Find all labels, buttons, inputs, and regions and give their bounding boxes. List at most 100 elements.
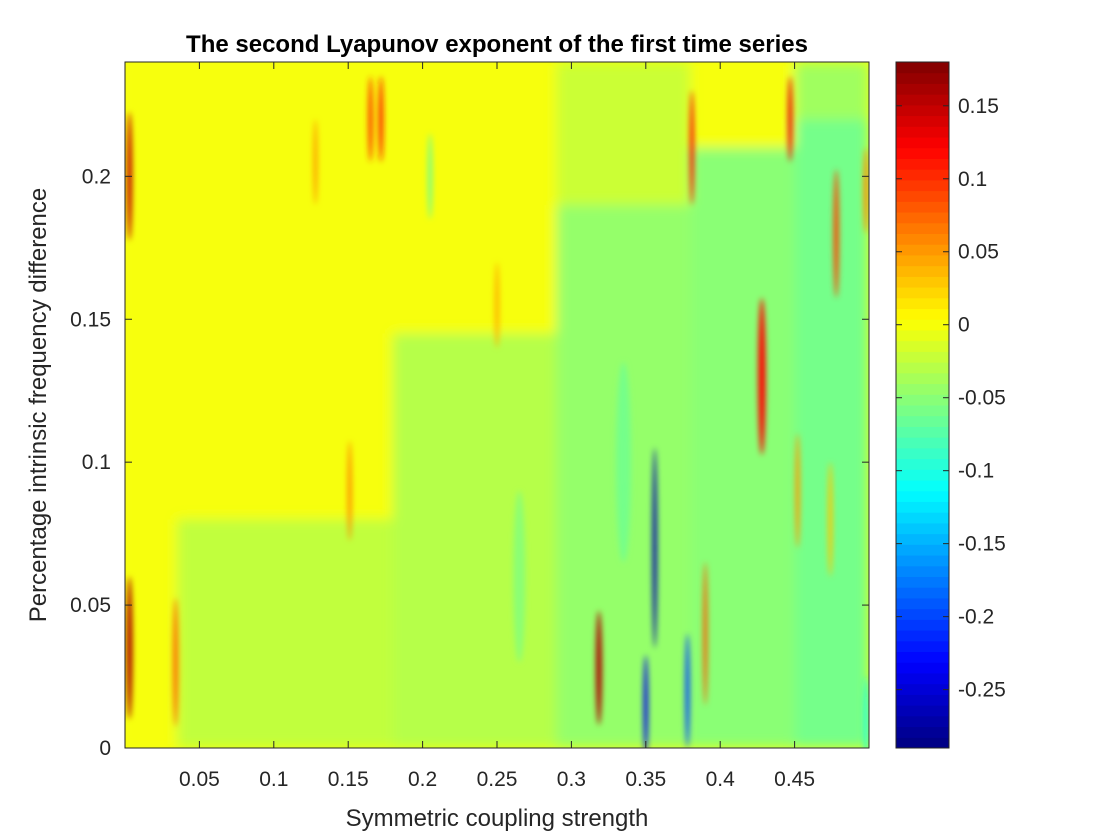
- y-axis-ticks: 0 0.05 0.1 0.15 0.2: [70, 165, 869, 760]
- colorbar-band: [896, 501, 949, 513]
- colorbar-band: [896, 619, 949, 631]
- chart-title: The second Lyapunov exponent of the firs…: [186, 31, 808, 58]
- colorbar-band: [896, 372, 949, 385]
- heatmap-feature-15: [758, 297, 766, 456]
- colorbar-band: [896, 694, 949, 706]
- colorbar-band: [896, 201, 949, 213]
- colorbar-band: [896, 705, 949, 717]
- colorbar-gradient: [896, 62, 949, 749]
- colorbar-band: [896, 72, 949, 84]
- colorbar-band: [896, 340, 949, 352]
- heatmap-region-4: [392, 333, 557, 748]
- colorbar-band: [896, 190, 949, 202]
- colorbar-band: [896, 254, 949, 267]
- heatmap-region-8: [690, 147, 795, 748]
- colorbar-band: [896, 94, 949, 106]
- colorbar-tick-label: 0.05: [958, 241, 999, 264]
- colorbar-band: [896, 726, 949, 738]
- heatmap-feature-5: [313, 119, 318, 205]
- heatmap-feature-23: [616, 362, 631, 563]
- heatmap-feature-1: [126, 576, 133, 720]
- colorbar-band: [896, 447, 949, 460]
- colorbar-band: [896, 62, 949, 74]
- heatmap-feature-8: [494, 262, 500, 348]
- heatmap-region-9: [794, 62, 869, 120]
- colorbar-band: [896, 576, 949, 588]
- colorbar-band: [896, 630, 949, 642]
- heatmap-feature-10: [652, 447, 657, 648]
- colorbar-band: [896, 297, 949, 310]
- x-tick-label: 0.15: [328, 768, 369, 791]
- colorbar-band: [896, 212, 949, 224]
- x-tick-label: 0.05: [179, 768, 220, 791]
- colorbar-band: [896, 83, 949, 95]
- y-tick-label: 0.15: [70, 308, 111, 331]
- colorbar-band: [896, 640, 949, 653]
- colorbar-band: [896, 533, 949, 545]
- colorbar-band: [896, 147, 949, 159]
- colorbar-band: [896, 608, 949, 620]
- colorbar-tick-label: 0: [958, 314, 970, 337]
- heatmap-region-5: [556, 62, 691, 205]
- x-tick-label: 0.35: [625, 768, 666, 791]
- heatmap-feature-4: [378, 76, 384, 163]
- colorbar-band: [896, 480, 949, 492]
- colorbar-tick-label: 0.1: [958, 168, 987, 191]
- heatmap-feature-13: [689, 90, 694, 205]
- colorbar-band: [896, 126, 949, 138]
- colorbar-tick-label: -0.05: [958, 387, 1006, 410]
- x-axis-label: Symmetric coupling strength: [346, 805, 649, 832]
- colorbar-band: [896, 490, 949, 502]
- colorbar-band: [896, 287, 949, 299]
- heatmap-feature-16: [787, 76, 793, 163]
- colorbar-band: [896, 179, 949, 192]
- colorbar-band: [896, 715, 949, 728]
- heatmap-region-1: [177, 62, 393, 520]
- colorbar-band: [896, 115, 949, 127]
- y-tick-label: 0.05: [70, 594, 111, 617]
- colorbar-band: [896, 672, 949, 685]
- colorbar-band: [896, 405, 949, 417]
- colorbar-band: [896, 244, 949, 256]
- heatmap-feature-17: [795, 433, 800, 548]
- heatmap-feature-11: [643, 655, 649, 748]
- heatmap-feature-19: [828, 462, 833, 577]
- heatmap-feature-9: [595, 610, 602, 726]
- colorbar-band: [896, 222, 949, 234]
- heatmap-feature-3: [368, 76, 373, 163]
- heatmap-feature-6: [347, 440, 352, 541]
- colorbar-band: [896, 544, 949, 556]
- colorbar-band: [896, 597, 949, 610]
- heatmap-region-0: [125, 62, 178, 748]
- colorbar-band: [896, 437, 949, 449]
- colorbar-band: [896, 319, 949, 331]
- colorbar-band: [896, 351, 949, 363]
- y-tick-label: 0: [99, 737, 111, 760]
- colorbar-frame: [895, 61, 950, 749]
- y-tick-label: 0.2: [82, 165, 111, 188]
- x-tick-label: 0.3: [557, 768, 586, 791]
- heatmap-feature-20: [863, 147, 869, 234]
- colorbar-band: [896, 104, 949, 117]
- colorbar-band: [896, 308, 949, 320]
- x-tick-label: 0.45: [774, 768, 815, 791]
- colorbar-band: [896, 512, 949, 524]
- y-axis-label: Percentage intrinsic frequency differenc…: [25, 188, 52, 622]
- heatmap-region-10: [794, 119, 869, 748]
- heatmap-feature-12: [685, 633, 690, 748]
- heatmap-region-2: [177, 519, 393, 748]
- x-tick-label: 0.2: [408, 768, 437, 791]
- colorbar-band: [896, 651, 949, 663]
- x-tick-label: 0.1: [259, 768, 288, 791]
- colorbar-band: [896, 426, 949, 438]
- colorbar-band: [896, 137, 949, 149]
- colorbar-band: [896, 565, 949, 577]
- colorbar-band: [896, 683, 949, 695]
- heatmap-regions: [125, 62, 869, 748]
- heatmap-region-7: [690, 62, 795, 148]
- colorbar-band: [896, 394, 949, 406]
- heatmap-feature-2: [172, 597, 179, 727]
- colorbar-tick-label: 0.15: [958, 95, 999, 118]
- colorbar-band: [896, 458, 949, 470]
